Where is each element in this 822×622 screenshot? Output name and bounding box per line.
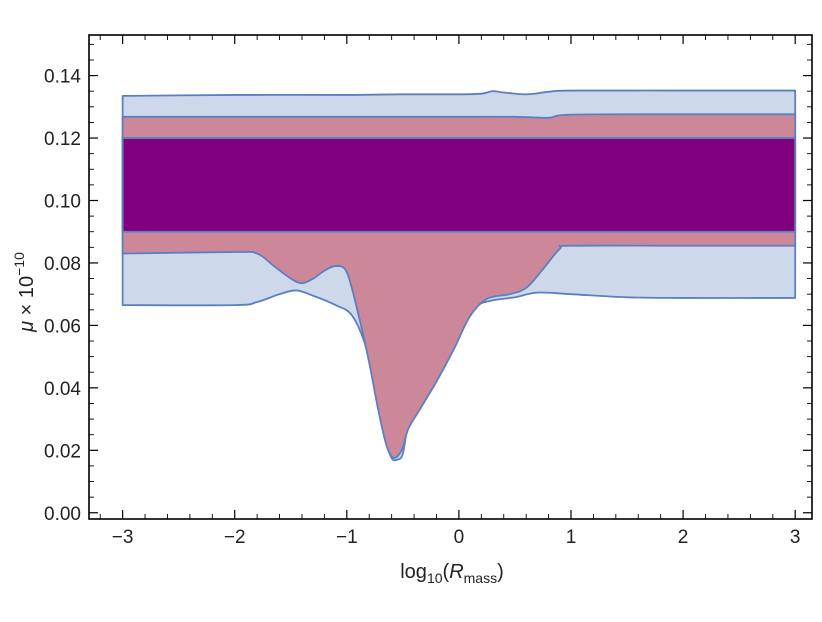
x-axis-label-prefix-sub: 10 bbox=[427, 570, 443, 586]
y-tick-label: 0.08 bbox=[44, 254, 81, 275]
x-tick-label: −3 bbox=[112, 527, 134, 548]
x-axis-label-prefix: log bbox=[400, 561, 427, 583]
y-tick-label: 0.14 bbox=[44, 67, 81, 88]
x-axis-label-paren-open: ( bbox=[443, 561, 450, 583]
ticks-layer: −3 −2 −1 0 1 2 3 0.00 0.02 0.04 0.06 0.08 0.10 0.12 0.… bbox=[44, 35, 812, 548]
y-tick-label: 0.10 bbox=[44, 191, 81, 212]
y-axis-label-times: × 10 bbox=[16, 276, 38, 321]
x-tick-label: 2 bbox=[678, 527, 689, 548]
x-tick-label: −2 bbox=[224, 527, 246, 548]
x-axis-label-paren-close: ) bbox=[497, 561, 504, 583]
bands-layer bbox=[121, 89, 797, 462]
y-axis-label: μ × 10−10 bbox=[11, 252, 38, 333]
x-tick-label: 3 bbox=[790, 527, 801, 548]
y-tick-label: 0.00 bbox=[44, 504, 81, 525]
y-tick-label: 0.02 bbox=[44, 441, 81, 462]
y-tick-label: 0.04 bbox=[44, 379, 81, 400]
plot-frame bbox=[88, 34, 813, 520]
y-axis-label-exponent: −10 bbox=[11, 252, 27, 276]
inner-band bbox=[121, 137, 797, 233]
x-axis-label-var: R bbox=[449, 561, 463, 583]
x-tick-label: −1 bbox=[336, 527, 358, 548]
y-tick-label: 0.12 bbox=[44, 129, 81, 150]
x-axis-label-var-sub: mass bbox=[464, 570, 497, 586]
y-axis-label-var: μ bbox=[16, 321, 38, 333]
y-tick-label: 0.06 bbox=[44, 316, 81, 337]
x-tick-label: 1 bbox=[566, 527, 577, 548]
x-axis-label: log10(Rmass) bbox=[400, 561, 504, 586]
x-tick-label: 0 bbox=[454, 527, 465, 548]
